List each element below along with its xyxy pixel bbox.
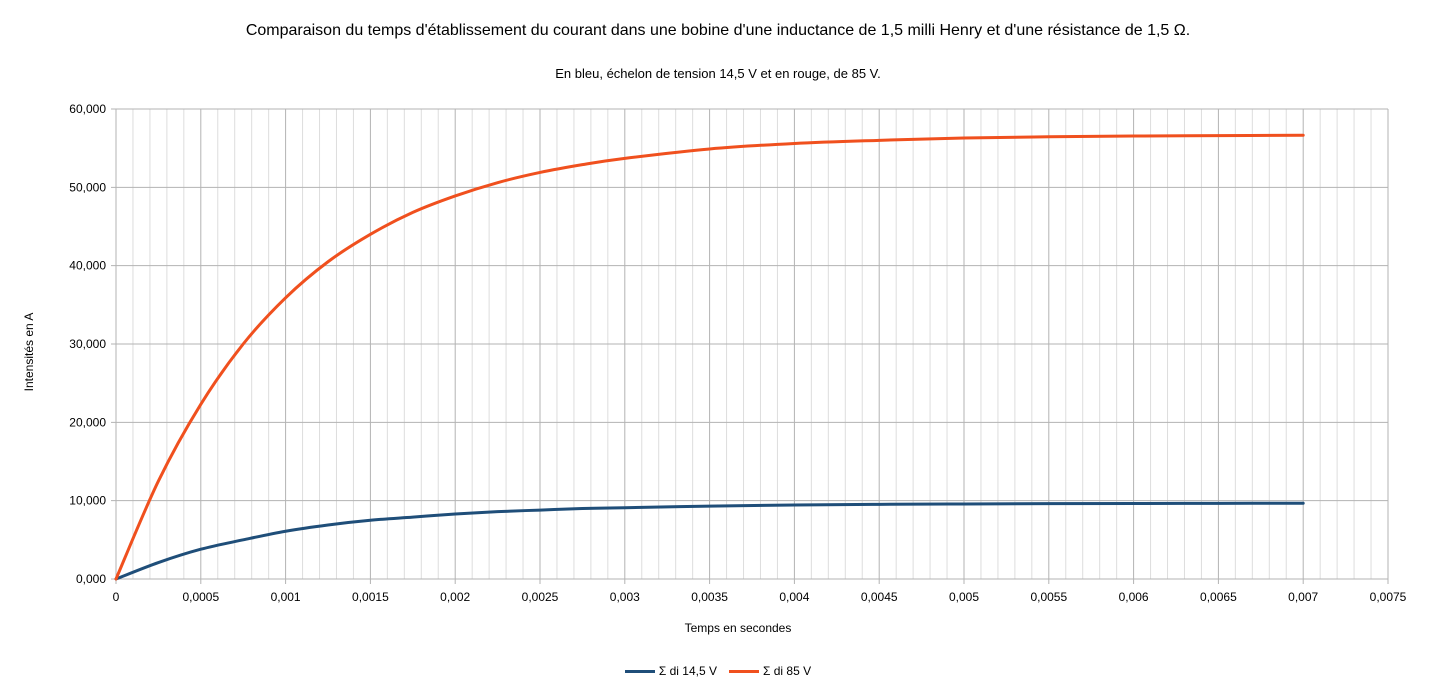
x-tick-label: 0,0055 bbox=[1030, 590, 1067, 604]
x-tick-labels: 0 0,0005 0,001 0,0015 0,002 0,0025 0,003 0,0035… bbox=[113, 590, 1407, 604]
x-tick-label: 0,0015 bbox=[352, 590, 389, 604]
legend-swatch-blue bbox=[624, 669, 655, 673]
legend-swatch-orange bbox=[729, 669, 759, 673]
x-tick-label: 0 bbox=[113, 590, 120, 604]
x-axis-label: Temps en secondes bbox=[685, 621, 792, 635]
chart-subtitle: En bleu, échelon de tension 14,5 V et en… bbox=[555, 66, 881, 81]
x-tick-label: 0,006 bbox=[1119, 590, 1149, 604]
x-tick-label: 0,004 bbox=[779, 590, 809, 604]
x-tick-label: 0,0025 bbox=[522, 590, 559, 604]
x-tick-label: 0,005 bbox=[949, 590, 979, 604]
x-tick-label: 0,0005 bbox=[182, 590, 219, 604]
y-tick-label: 30,000 bbox=[69, 337, 106, 351]
x-tick-label: 0,003 bbox=[610, 590, 640, 604]
y-tick-labels: 0,000 10,000 20,000 30,000 40,000 50,000 60,00… bbox=[69, 102, 106, 586]
x-tick-label: 0,0035 bbox=[691, 590, 728, 604]
chart-legend: Σ di 14,5 V Σ di 85 V bbox=[0, 664, 1436, 678]
x-tick-label: 0,007 bbox=[1288, 590, 1318, 604]
x-tick-label: 0,002 bbox=[440, 590, 470, 604]
chart-title: Comparaison du temps d'établissement du … bbox=[245, 22, 1191, 39]
chart-grid bbox=[111, 108, 1389, 584]
series-lines bbox=[114, 133, 1305, 581]
legend-item-85v: Σ di 85 V bbox=[729, 664, 811, 678]
legend-item-14-5v: Σ di 14,5 V bbox=[624, 664, 717, 678]
y-tick-label: 50,000 bbox=[69, 180, 106, 194]
x-tick-label: 0,001 bbox=[271, 590, 301, 604]
y-tick-label: 60,000 bbox=[69, 102, 106, 116]
x-tick-label: 0,0045 bbox=[861, 590, 898, 604]
y-tick-label: 10,000 bbox=[69, 494, 106, 508]
y-tick-label: 40,000 bbox=[69, 259, 106, 273]
legend-label: Σ di 14,5 V bbox=[658, 664, 717, 678]
x-tick-label: 0,0075 bbox=[1370, 590, 1407, 604]
y-tick-label: 20,000 bbox=[69, 415, 106, 429]
x-tick-label: 0,0065 bbox=[1200, 590, 1237, 604]
y-axis-label: Intensités en A bbox=[22, 313, 36, 392]
legend-label: Σ di 85 V bbox=[763, 664, 812, 678]
y-tick-label: 0,000 bbox=[76, 572, 106, 586]
series-line-1 bbox=[114, 501, 1305, 581]
series-line-2 bbox=[114, 133, 1305, 581]
